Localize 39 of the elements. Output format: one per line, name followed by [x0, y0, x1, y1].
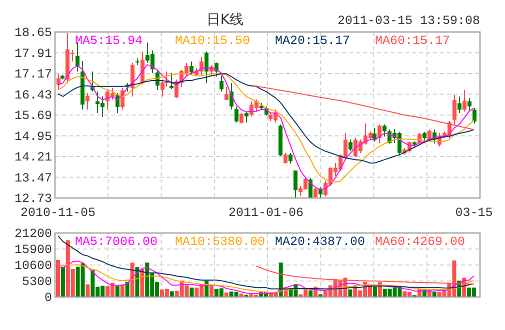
y-tick-label: 17.91 [14, 46, 52, 61]
text: MA20:4387.00 [275, 235, 366, 249]
bar [125, 282, 130, 297]
chart-title: 日K线 [206, 12, 244, 28]
y-tick-label: 5300 [22, 275, 52, 289]
text: MA10:5380.00 [175, 235, 266, 249]
x-tick-label: 03-15 [455, 206, 493, 220]
text: MA60:4269.00 [375, 235, 466, 249]
bar [308, 290, 313, 297]
y-tick-label: 18.65 [14, 26, 52, 40]
y-tick-label: 14.95 [14, 130, 52, 144]
line-series [58, 235, 474, 290]
x-tick-label: 2010-11-05 [20, 206, 96, 220]
text: MA60:15.17 [375, 34, 450, 48]
series-label: MA5:7006.00 [75, 235, 158, 249]
bar [239, 294, 244, 297]
bar [60, 266, 65, 297]
y-tick-label: 12.73 [14, 192, 52, 206]
y-tick-label: 0 [44, 291, 52, 305]
bar [115, 286, 120, 297]
text: MA20:15.17 [275, 34, 350, 48]
y-tick-label: 16.43 [14, 88, 52, 102]
bar [348, 289, 352, 297]
text: MA10:15.50 [175, 34, 250, 48]
bar [210, 285, 214, 297]
text: 2011-03-15 13:59:08 [337, 14, 480, 28]
y-tick-label: 10600 [14, 259, 52, 273]
y-tick-label: 15.69 [14, 109, 52, 123]
series-label: MA5:15.94 [75, 34, 143, 48]
bar [372, 286, 377, 297]
y-tick-label: 17.17 [14, 68, 52, 82]
y-tick-label: 13.47 [14, 171, 52, 186]
bar [56, 260, 60, 297]
y-tick-label: 15900 [14, 243, 52, 257]
bar [190, 288, 194, 297]
y-tick-label: 14.21 [14, 150, 52, 164]
bar [86, 284, 90, 297]
y-tick-label: 21200 [14, 227, 52, 241]
x-tick-label: 2011-01-06 [228, 206, 304, 220]
